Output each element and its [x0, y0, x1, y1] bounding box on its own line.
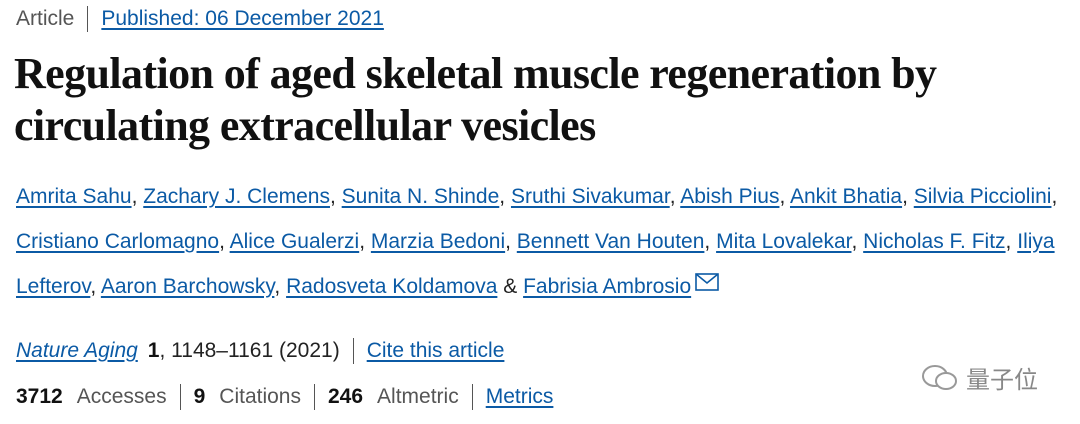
- separator: &: [503, 275, 518, 298]
- author-link[interactable]: Marzia Bedoni: [370, 230, 506, 253]
- divider: [87, 6, 89, 32]
- separator: ,: [851, 230, 858, 253]
- separator: ,: [1051, 185, 1058, 208]
- email-icon[interactable]: [695, 273, 719, 291]
- author-link[interactable]: Ankit Bhatia: [789, 185, 903, 208]
- cite-link[interactable]: Cite this article: [366, 339, 505, 362]
- separator: ,: [704, 230, 711, 253]
- author-list: Amrita Sahu, Zachary J. Clemens, Sunita …: [16, 174, 1066, 309]
- article-meta: Article Published: 06 December 2021: [16, 6, 384, 32]
- separator: ,: [779, 185, 786, 208]
- separator: ,: [669, 185, 676, 208]
- metric-count: 246: [327, 385, 364, 408]
- separator: ,: [359, 230, 366, 253]
- author-link[interactable]: Radosveta Koldamova: [286, 275, 498, 298]
- citation-details: , 1148–1161 (2021): [159, 339, 340, 362]
- divider: [471, 384, 473, 410]
- watermark: 量子位: [920, 360, 1038, 395]
- author-link[interactable]: Alice Gualerzi: [229, 230, 360, 253]
- separator: ,: [499, 185, 506, 208]
- author-link[interactable]: Bennett Van Houten: [516, 230, 705, 253]
- journal-link[interactable]: Nature Aging: [16, 339, 138, 362]
- author-link[interactable]: Mita Lovalekar: [716, 230, 852, 253]
- divider: [313, 384, 315, 410]
- watermark-text: 量子位: [966, 367, 1038, 394]
- author-link[interactable]: Amrita Sahu: [16, 185, 132, 208]
- metric-label: Altmetric: [377, 385, 459, 408]
- author-link[interactable]: Iliya Lefterov: [16, 230, 1055, 298]
- volume: 1: [147, 339, 160, 362]
- author-link[interactable]: Cristiano Carlomagno: [16, 230, 220, 253]
- author-link[interactable]: Aaron Barchowsky: [100, 275, 275, 298]
- author-link[interactable]: Zachary J. Clemens: [143, 185, 330, 208]
- author-link[interactable]: Silvia Picciolini: [913, 185, 1052, 208]
- watermark-icon: [922, 364, 957, 390]
- divider: [352, 338, 354, 364]
- separator: ,: [902, 185, 908, 208]
- published-date[interactable]: Published: 06 December 2021: [101, 7, 384, 30]
- author-link[interactable]: Sunita N. Shinde: [341, 185, 500, 208]
- author-link[interactable]: Fabrisia Ambrosio: [523, 275, 692, 298]
- author-link[interactable]: Nicholas F. Fitz: [863, 230, 1006, 253]
- metric-count: 9: [193, 385, 206, 408]
- metric-count: 3712: [16, 385, 63, 408]
- separator: ,: [219, 230, 225, 253]
- author-link[interactable]: Abish Pius: [680, 185, 780, 208]
- citation: Nature Aging 1 , 1148–1161 (2021) Cite t…: [16, 338, 504, 364]
- article-type: Article: [16, 7, 75, 30]
- metrics-link[interactable]: Metrics: [485, 385, 554, 408]
- separator: ,: [505, 230, 511, 253]
- article-title: Regulation of aged skeletal muscle regen…: [14, 49, 937, 150]
- separator: ,: [274, 275, 281, 298]
- metrics-bar: 3712 Accesses 9 Citations 246 Altmetric Metric…: [16, 384, 553, 410]
- metric-label: Citations: [219, 385, 301, 408]
- separator: ,: [90, 275, 97, 298]
- divider: [179, 384, 181, 410]
- separator: ,: [329, 185, 336, 208]
- separator: ,: [131, 185, 138, 208]
- separator: ,: [1005, 230, 1012, 253]
- author-link[interactable]: Sruthi Sivakumar: [510, 185, 670, 208]
- metric-label: Accesses: [76, 385, 167, 408]
